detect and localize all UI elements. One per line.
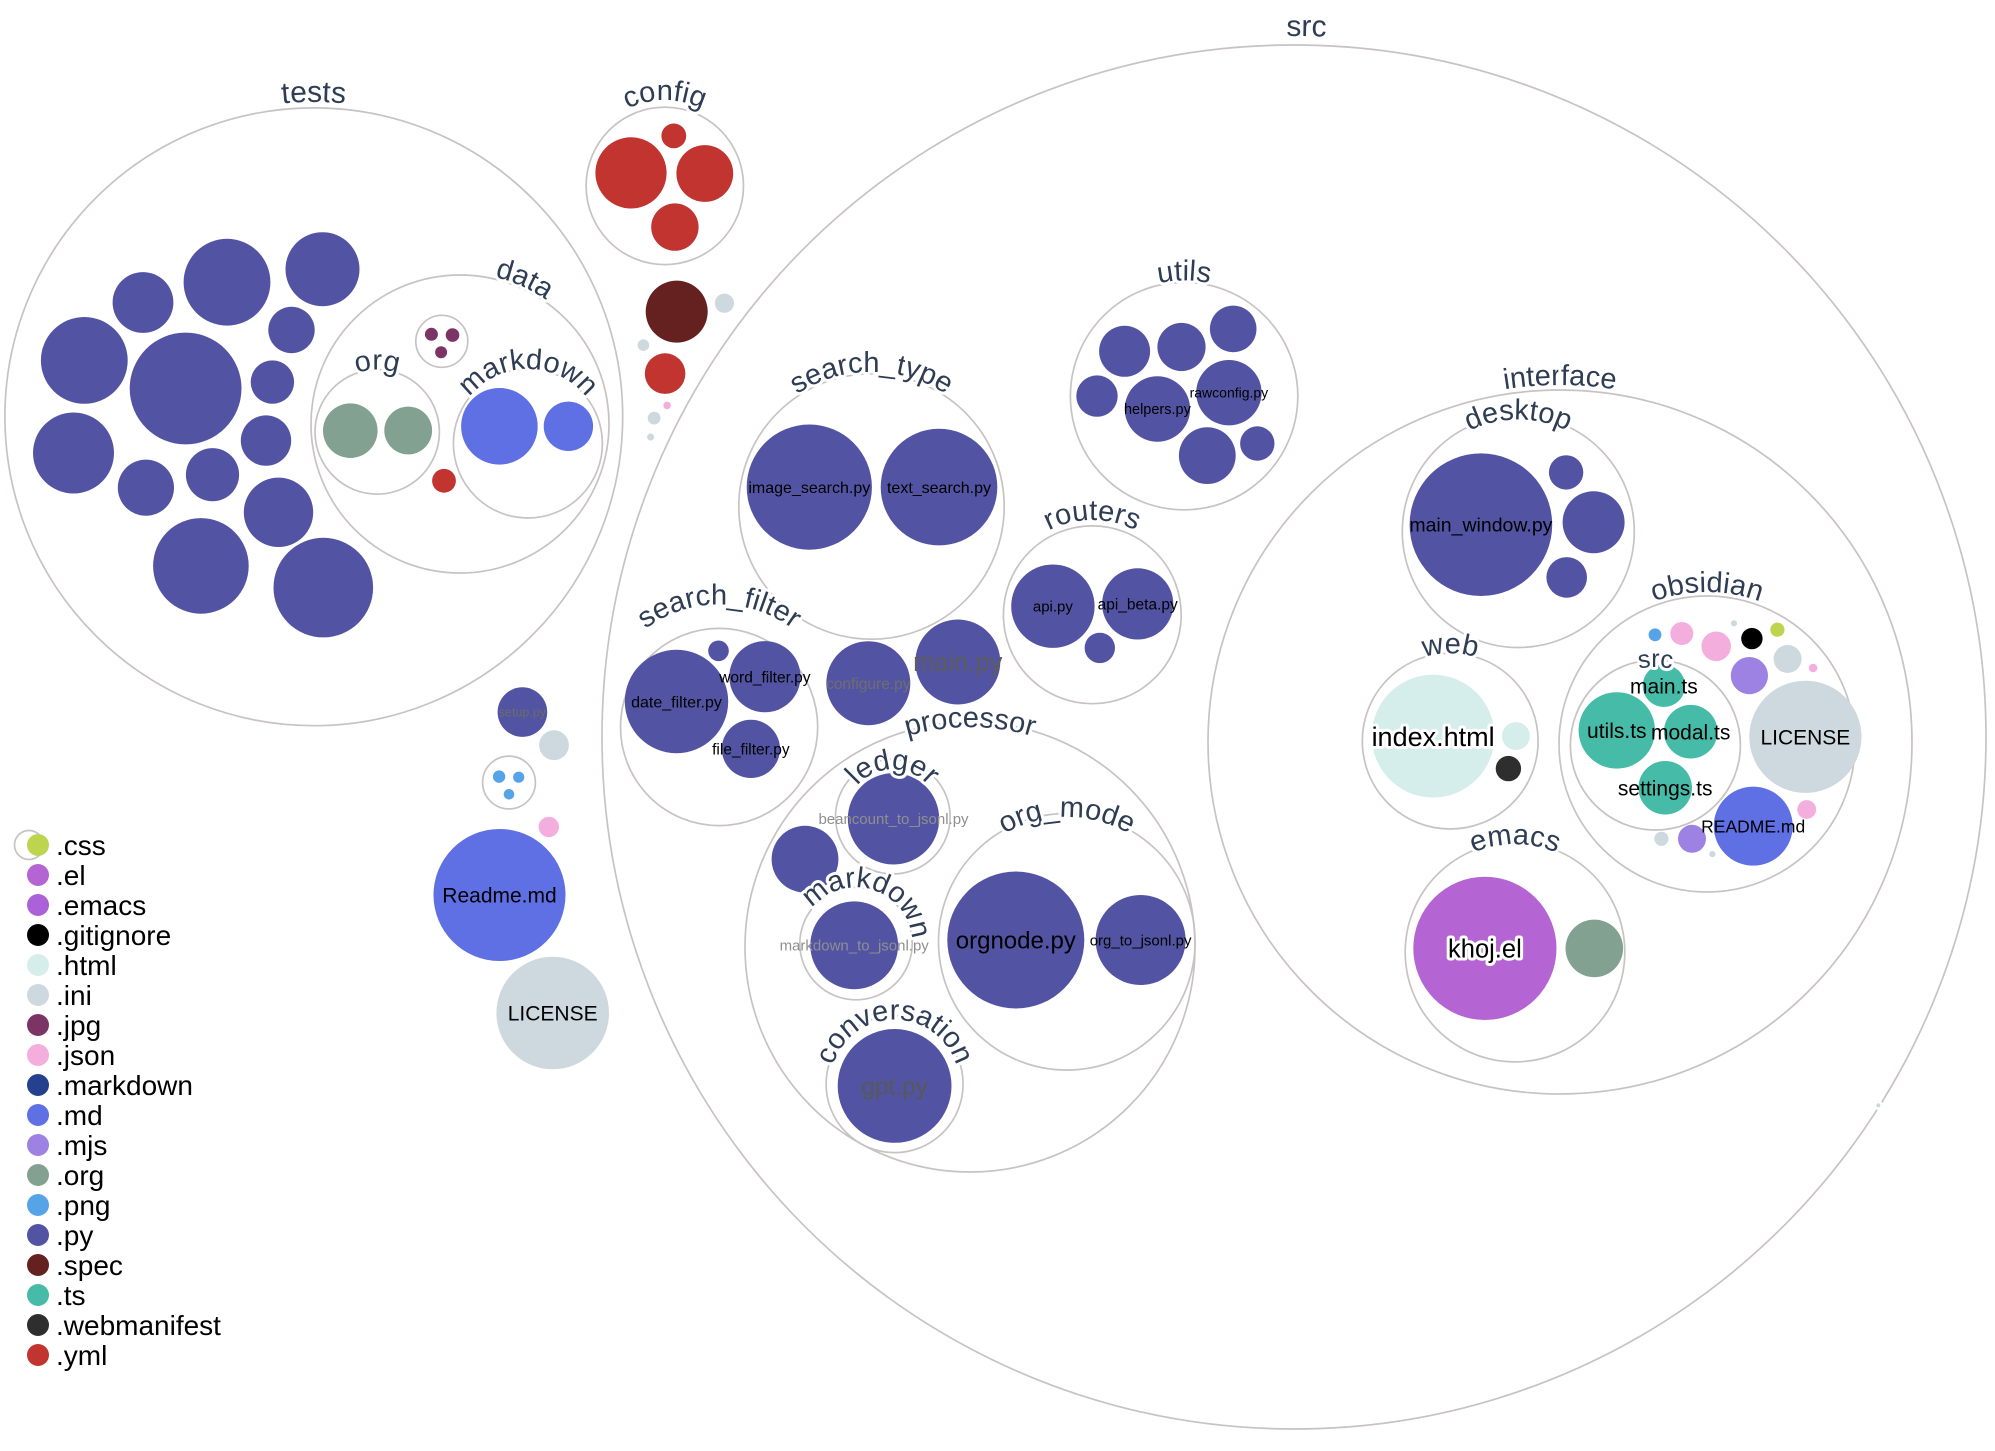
svg-text:word_filter.py: word_filter.py <box>718 669 811 686</box>
svg-text:modal.ts: modal.ts <box>1651 721 1730 744</box>
svg-text:markdown_to_jsonl.py: markdown_to_jsonl.py <box>780 938 930 955</box>
svg-text:org_to_jsonl.py: org_to_jsonl.py <box>1090 932 1192 949</box>
svg-text:.markdown: .markdown <box>56 1070 193 1101</box>
svg-text:LICENSE: LICENSE <box>1760 726 1850 749</box>
svg-text:.html: .html <box>56 950 117 981</box>
svg-text:text_search.py: text_search.py <box>887 480 991 497</box>
svg-text:.json: .json <box>56 1040 115 1071</box>
svg-text:utils.ts: utils.ts <box>1587 720 1647 743</box>
svg-text:src: src <box>1636 645 1675 674</box>
svg-text:.png: .png <box>56 1190 111 1221</box>
svg-text:main.ts: main.ts <box>1630 675 1698 698</box>
svg-text:helpers.py: helpers.py <box>1124 402 1192 418</box>
svg-text:beancount_to_jsonl.py: beancount_to_jsonl.py <box>818 811 969 828</box>
svg-text:processor: processor <box>901 702 1040 743</box>
svg-text:api.py: api.py <box>1033 599 1074 616</box>
svg-text:index.html: index.html <box>1372 722 1495 752</box>
svg-text:Readme.md: Readme.md <box>442 885 556 908</box>
svg-text:.jpg: .jpg <box>56 1010 101 1041</box>
svg-text:image_search.py: image_search.py <box>748 480 870 497</box>
svg-text:interface: interface <box>1501 360 1619 396</box>
svg-text:.spec: .spec <box>56 1250 123 1281</box>
svg-text:configure.py: configure.py <box>826 676 911 693</box>
svg-text:setup.py: setup.py <box>499 706 547 720</box>
svg-text:org: org <box>351 345 403 380</box>
svg-text:tests: tests <box>280 76 347 111</box>
svg-text:LICENSE: LICENSE <box>508 1003 598 1026</box>
svg-text:.mjs: .mjs <box>56 1130 107 1161</box>
svg-text:.org: .org <box>56 1160 104 1191</box>
svg-text:.yml: .yml <box>56 1340 107 1371</box>
svg-text:README.md: README.md <box>1701 816 1805 836</box>
svg-text:.gitignore: .gitignore <box>56 920 171 951</box>
svg-text:.ini: .ini <box>56 980 92 1011</box>
svg-text:web: web <box>1418 628 1481 664</box>
svg-text:settings.ts: settings.ts <box>1618 777 1713 800</box>
svg-text:api_beta.py: api_beta.py <box>1098 596 1178 613</box>
svg-text:utils: utils <box>1155 255 1214 290</box>
svg-text:src: src <box>1286 10 1327 44</box>
svg-text:main.py: main.py <box>913 649 1003 677</box>
svg-text:.el: .el <box>56 860 86 891</box>
svg-text:.webmanifest: .webmanifest <box>56 1310 221 1341</box>
svg-text:date_filter.py: date_filter.py <box>631 694 722 711</box>
svg-text:orgnode.py: orgnode.py <box>956 928 1076 955</box>
svg-text:gpt.py: gpt.py <box>861 1074 928 1101</box>
svg-text:main_window.py: main_window.py <box>1409 515 1552 537</box>
svg-text:file_filter.py: file_filter.py <box>712 741 790 758</box>
svg-text:.ts: .ts <box>56 1280 86 1311</box>
svg-text:rawconfig.py: rawconfig.py <box>1190 385 1269 401</box>
svg-text:.py: .py <box>56 1220 93 1251</box>
svg-text:.emacs: .emacs <box>56 890 146 921</box>
svg-text:.css: .css <box>56 830 106 861</box>
svg-text:khoj.el: khoj.el <box>1448 936 1522 964</box>
svg-text:.md: .md <box>56 1100 103 1131</box>
